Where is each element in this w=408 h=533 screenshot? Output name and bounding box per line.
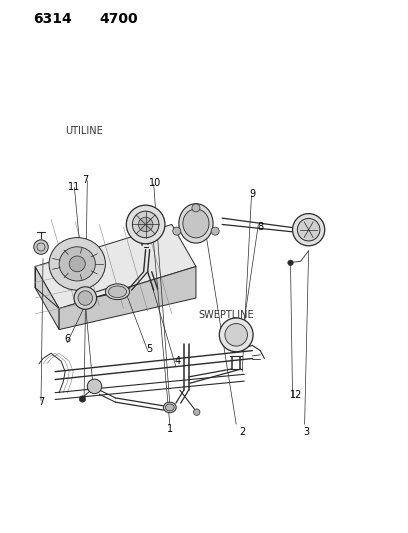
Circle shape: [78, 291, 93, 305]
Ellipse shape: [163, 402, 176, 413]
Text: 12: 12: [290, 390, 303, 400]
Circle shape: [192, 204, 200, 212]
Circle shape: [297, 219, 320, 241]
Circle shape: [34, 240, 48, 254]
Text: 8: 8: [257, 222, 264, 232]
Ellipse shape: [59, 247, 95, 281]
Circle shape: [79, 396, 86, 402]
Ellipse shape: [105, 284, 130, 300]
Ellipse shape: [109, 286, 126, 297]
Ellipse shape: [183, 209, 209, 238]
Circle shape: [173, 227, 181, 235]
Circle shape: [193, 409, 200, 415]
Text: UTILINE: UTILINE: [65, 126, 103, 136]
Ellipse shape: [69, 256, 85, 272]
Polygon shape: [35, 224, 196, 309]
Circle shape: [132, 211, 159, 238]
Circle shape: [219, 318, 253, 352]
Text: SWEPTLINE: SWEPTLINE: [198, 310, 254, 320]
Text: 10: 10: [149, 178, 161, 188]
Text: 7: 7: [38, 397, 44, 407]
Text: 1: 1: [167, 424, 173, 434]
Circle shape: [225, 324, 248, 346]
Circle shape: [211, 227, 219, 235]
Ellipse shape: [165, 404, 174, 411]
Text: 7: 7: [82, 175, 89, 185]
Circle shape: [138, 217, 153, 232]
Text: 6: 6: [64, 334, 70, 344]
Text: 4700: 4700: [100, 12, 138, 27]
Circle shape: [293, 214, 325, 246]
Polygon shape: [59, 266, 196, 329]
Text: 2: 2: [239, 427, 245, 437]
Circle shape: [74, 287, 97, 309]
Circle shape: [126, 205, 165, 244]
Text: 11: 11: [68, 182, 80, 191]
Text: 9: 9: [249, 189, 255, 199]
Text: 6314: 6314: [33, 12, 72, 27]
Circle shape: [87, 379, 102, 393]
Circle shape: [288, 260, 293, 265]
Ellipse shape: [49, 238, 105, 290]
Text: 4: 4: [175, 356, 181, 366]
Text: 5: 5: [146, 344, 153, 354]
Ellipse shape: [179, 204, 213, 243]
Polygon shape: [35, 266, 59, 329]
Text: 3: 3: [304, 427, 310, 437]
